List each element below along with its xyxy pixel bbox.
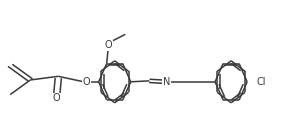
Text: N: N [163, 77, 170, 87]
Text: O: O [53, 93, 60, 103]
Text: O: O [82, 77, 90, 87]
Text: O: O [104, 40, 112, 50]
Text: Cl: Cl [256, 77, 266, 87]
